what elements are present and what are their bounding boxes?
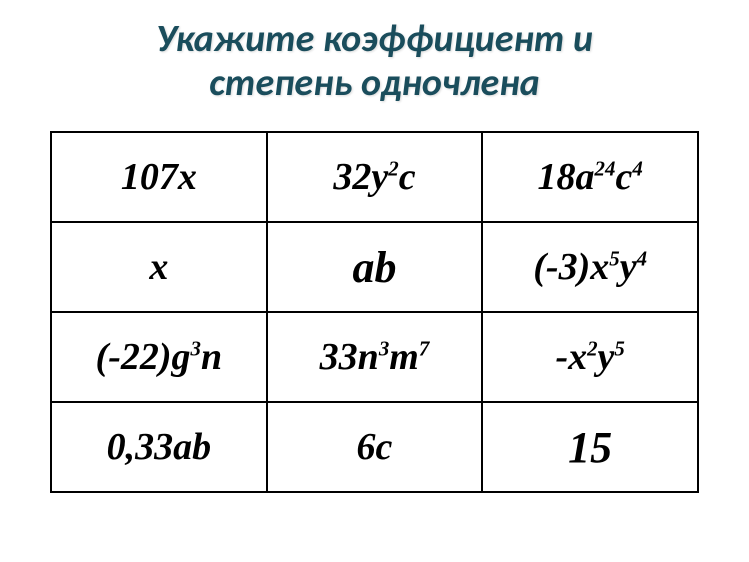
table-cell: 0,33ab: [51, 402, 267, 492]
monomial-var: y: [620, 246, 637, 288]
title-line-2: степень одночлена: [209, 60, 539, 106]
table-row: x ab (-3)x5y4: [51, 222, 698, 312]
table-body: 107x32y2c18a24c4xab(-3)x5y4(-22)g3n33n3m…: [51, 132, 698, 492]
table-row: 0,33ab 6c 15: [51, 402, 698, 492]
table-cell: x: [51, 222, 267, 312]
monomial-base: 107x: [121, 156, 197, 198]
table-cell: ab: [267, 222, 483, 312]
monomial-base: ab: [352, 243, 396, 292]
monomial-var: m: [389, 336, 419, 378]
monomial-base: 0,33ab: [107, 426, 212, 468]
exponent: 5: [614, 337, 624, 361]
table-cell: 18a24c4: [482, 132, 698, 222]
monomial-base: x: [149, 246, 168, 288]
exponent: 4: [632, 157, 642, 181]
table-row: 107x32y2c18a24c4: [51, 132, 698, 222]
table-cell: 6c: [267, 402, 483, 492]
table-cell: (-3)x5y4: [482, 222, 698, 312]
exponent: 2: [388, 157, 398, 181]
monomial-base: -x: [555, 336, 587, 378]
monomial-base: 33n: [320, 336, 379, 378]
table-cell: 107x: [51, 132, 267, 222]
exponent: 5: [609, 247, 619, 271]
monomial-base: (-22)g: [96, 336, 191, 378]
table-cell: -x2y5: [482, 312, 698, 402]
exponent: 24: [595, 157, 616, 181]
table-cell: 32y2c: [267, 132, 483, 222]
table-container: 107x32y2c18a24c4xab(-3)x5y4(-22)g3n33n3m…: [0, 113, 749, 493]
exponent: 3: [191, 337, 201, 361]
exponent: 2: [587, 337, 597, 361]
monomial-var: y: [598, 336, 615, 378]
monomial-base: 6c: [357, 426, 393, 468]
table-row: (-22)g3n33n3m7-x2y5: [51, 312, 698, 402]
table-cell: 33n3m7: [267, 312, 483, 402]
monomial-base: (-3)x: [533, 246, 609, 288]
table-cell: 15: [482, 402, 698, 492]
monomial-base: 32y: [333, 156, 388, 198]
title-line-1: Укажите коэффициент и: [156, 16, 593, 62]
exponent: 7: [419, 337, 429, 361]
monomial-tail: n: [201, 336, 222, 378]
slide-title: Укажите коэффициент и степень одночлена: [0, 0, 749, 113]
exponent: 3: [379, 337, 389, 361]
exponent: 4: [637, 247, 647, 271]
monomial-base: 18a: [538, 156, 595, 198]
table-cell: (-22)g3n: [51, 312, 267, 402]
monomial-tail: c: [399, 156, 416, 198]
monomial-table: 107x32y2c18a24c4xab(-3)x5y4(-22)g3n33n3m…: [50, 131, 699, 493]
monomial-var: c: [615, 156, 632, 198]
monomial-base: 15: [568, 423, 612, 472]
